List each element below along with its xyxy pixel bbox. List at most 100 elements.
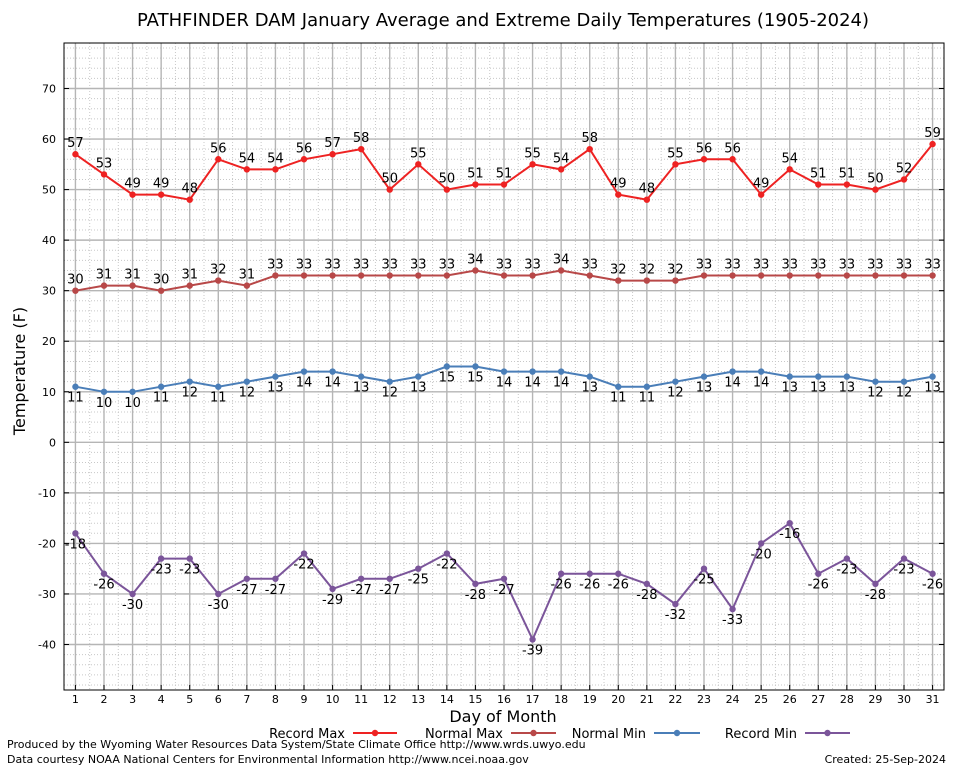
x-tick-label: 8 bbox=[272, 693, 279, 706]
data-point-record-min bbox=[900, 555, 908, 562]
data-label-normal-max: 31 bbox=[181, 268, 198, 283]
data-label-normal-min: 14 bbox=[296, 376, 313, 391]
data-label-record-min: -26 bbox=[608, 578, 629, 593]
legend-label: Record Max bbox=[269, 727, 345, 742]
data-point-normal-max bbox=[129, 282, 136, 289]
data-point-normal-min bbox=[100, 388, 108, 395]
x-tick-label: 23 bbox=[697, 693, 711, 706]
data-label-normal-min: 12 bbox=[239, 386, 256, 401]
x-tick-label: 1 bbox=[72, 693, 79, 706]
data-label-record-max: 58 bbox=[581, 131, 598, 146]
data-label-record-min: -22 bbox=[293, 558, 314, 573]
data-label-normal-min: 14 bbox=[324, 376, 341, 391]
data-label-normal-max: 33 bbox=[896, 258, 913, 273]
x-tick-label: 29 bbox=[868, 693, 882, 706]
data-label-normal-max: 34 bbox=[467, 252, 484, 267]
data-label-normal-max: 33 bbox=[439, 258, 456, 273]
legend-marker bbox=[824, 729, 831, 737]
data-point-normal-max bbox=[900, 272, 908, 279]
x-tick-label: 15 bbox=[468, 693, 482, 706]
series-normal-max: 30 31 31 30 31 32 31 33 33 33 33 33 33 33 34 33 33 34 33 32… bbox=[67, 252, 941, 294]
y-tick-label: -40 bbox=[38, 639, 56, 652]
data-point-record-max bbox=[872, 186, 879, 193]
data-point-record-min bbox=[672, 600, 679, 608]
x-tick-label: 10 bbox=[326, 693, 340, 706]
data-point-record-max bbox=[672, 161, 679, 168]
data-label-normal-max: 33 bbox=[381, 258, 398, 273]
chart-title: PATHFINDER DAM January Average and Extre… bbox=[137, 10, 869, 31]
data-point-normal-max bbox=[786, 272, 793, 279]
data-label-normal-min: 13 bbox=[267, 381, 284, 396]
data-label-normal-min: 14 bbox=[524, 376, 541, 391]
data-label-record-min: -23 bbox=[836, 563, 857, 578]
data-label-normal-max: 30 bbox=[153, 273, 170, 288]
data-point-record-min bbox=[386, 575, 393, 582]
y-tick-label: 60 bbox=[42, 133, 56, 146]
x-tick-label: 22 bbox=[668, 693, 682, 706]
data-point-normal-min bbox=[615, 383, 622, 390]
data-label-normal-max: 33 bbox=[524, 258, 541, 273]
data-label-normal-max: 33 bbox=[324, 258, 341, 273]
data-label-record-max: 48 bbox=[639, 182, 656, 197]
data-point-record-max bbox=[729, 156, 736, 163]
x-tick-label: 27 bbox=[811, 693, 825, 706]
data-label-normal-min: 11 bbox=[153, 391, 170, 406]
x-tick-label: 25 bbox=[754, 693, 768, 706]
data-label-record-min: -25 bbox=[408, 573, 429, 588]
data-point-normal-max bbox=[615, 277, 622, 284]
x-tick-label: 4 bbox=[158, 693, 165, 706]
data-point-normal-min bbox=[157, 383, 165, 390]
data-point-record-min bbox=[586, 570, 593, 577]
data-point-record-min bbox=[357, 575, 365, 582]
data-point-record-max bbox=[643, 196, 651, 203]
data-label-normal-max: 33 bbox=[724, 258, 741, 273]
data-label-record-min: -25 bbox=[693, 573, 714, 588]
data-point-normal-max bbox=[215, 277, 222, 284]
y-tick-label: 0 bbox=[49, 436, 56, 449]
data-point-normal-max bbox=[672, 277, 679, 284]
legend-label: Normal Min bbox=[572, 727, 646, 742]
data-point-normal-max bbox=[329, 272, 336, 279]
data-label-record-min: -39 bbox=[522, 643, 543, 658]
data-point-normal-max bbox=[643, 277, 651, 284]
data-label-normal-max: 34 bbox=[553, 252, 570, 267]
data-label-normal-max: 33 bbox=[581, 258, 598, 273]
data-point-record-max bbox=[929, 140, 936, 148]
data-label-normal-max: 30 bbox=[67, 273, 84, 288]
legend: Record Max Normal Max Normal Min Record Min bbox=[269, 727, 850, 742]
y-tick-label: -20 bbox=[38, 537, 56, 550]
data-label-normal-max: 31 bbox=[239, 268, 256, 283]
data-label-normal-min: 12 bbox=[381, 386, 398, 401]
data-point-record-max bbox=[786, 166, 793, 173]
data-point-record-min bbox=[843, 555, 851, 562]
data-label-record-min: -23 bbox=[179, 563, 200, 578]
data-label-normal-max: 32 bbox=[667, 263, 684, 278]
x-tick-label: 28 bbox=[840, 693, 854, 706]
x-tick-label: 31 bbox=[926, 693, 940, 706]
data-point-record-max bbox=[472, 181, 479, 188]
data-label-record-max: 49 bbox=[124, 177, 141, 192]
data-label-normal-min: 13 bbox=[810, 381, 827, 396]
data-label-normal-min: 10 bbox=[124, 396, 141, 411]
series-normal-min: 11 10 10 11 12 11 12 13 14 14 13 12 13 15 15 14 14 14 13 11… bbox=[67, 363, 941, 411]
data-label-record-max: 50 bbox=[439, 172, 456, 187]
x-tick-label: 2 bbox=[101, 693, 108, 706]
data-point-normal-min bbox=[586, 373, 593, 380]
data-point-normal-min bbox=[729, 368, 736, 375]
data-point-record-max bbox=[615, 191, 622, 198]
data-point-normal-max bbox=[357, 272, 365, 279]
footer-data-courtesy: Data courtesy NOAA National Centers for … bbox=[7, 753, 529, 766]
legend-item-record-max: Record Max bbox=[269, 727, 397, 742]
data-label-record-min: -27 bbox=[351, 583, 372, 598]
data-point-normal-max bbox=[100, 282, 108, 289]
data-point-normal-min bbox=[443, 363, 451, 370]
data-point-record-max bbox=[215, 156, 222, 163]
data-point-normal-max bbox=[929, 272, 936, 279]
data-label-normal-min: 15 bbox=[467, 371, 484, 386]
data-label-normal-min: 13 bbox=[781, 381, 798, 396]
series-record-max: 57 53 49 49 48 56 54 54 56 57 58 50 55 50 51 51 55 54 58 49… bbox=[67, 126, 941, 203]
data-point-record-max bbox=[386, 186, 393, 193]
data-label-record-max: 55 bbox=[410, 146, 427, 161]
data-point-record-max bbox=[272, 166, 279, 173]
data-label-record-min: -26 bbox=[922, 578, 943, 593]
